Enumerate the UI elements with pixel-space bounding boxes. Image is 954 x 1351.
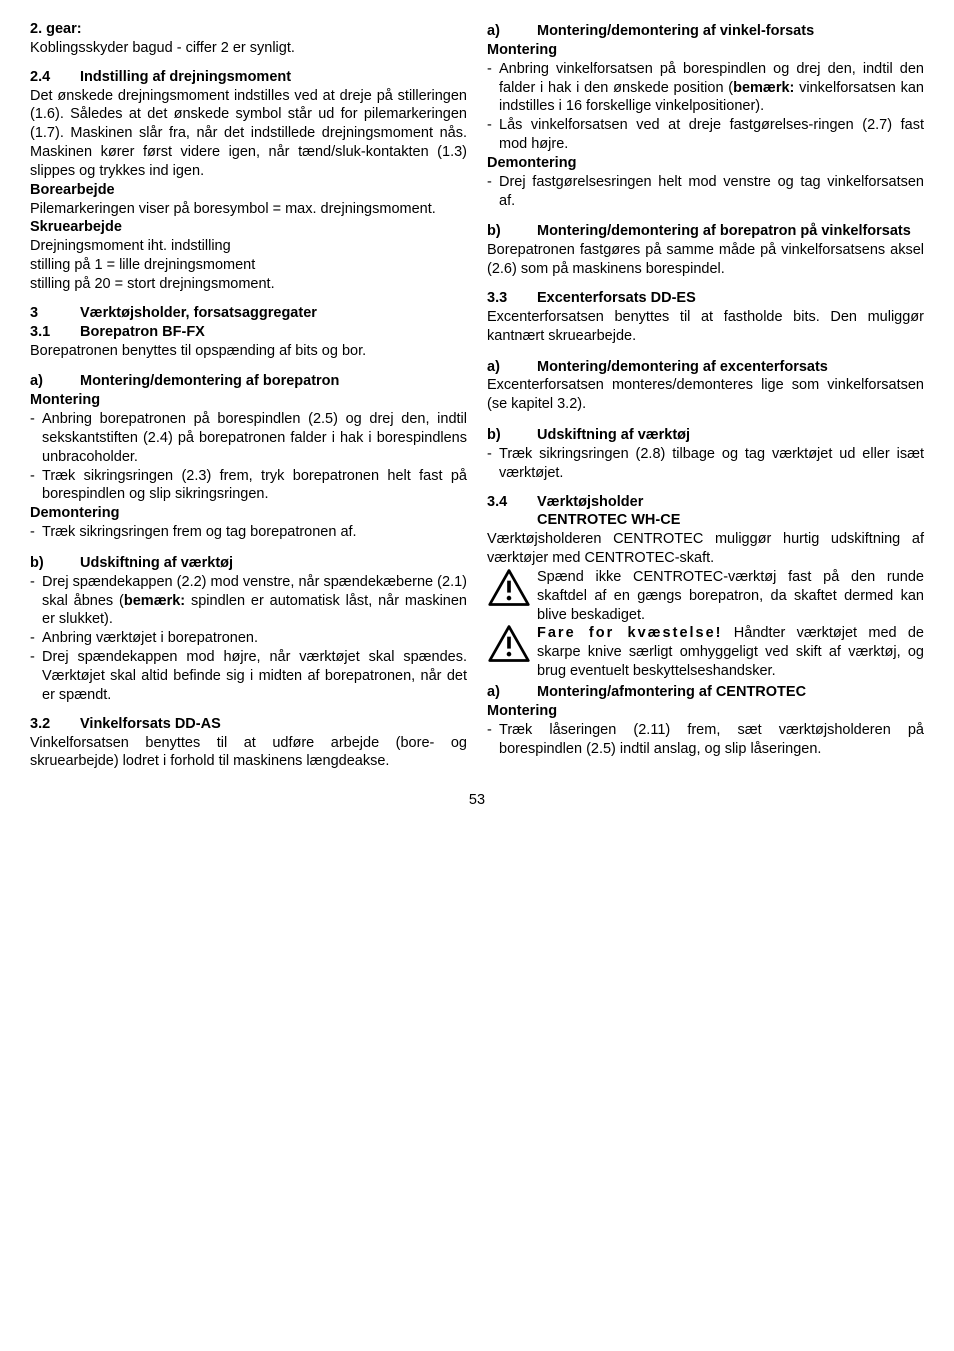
gear2-text: Koblingsskyder bagud - ciffer 2 er synli… — [30, 39, 467, 58]
list-item: - Træk sikringsringen frem og tag borepa… — [30, 523, 467, 542]
list-item: - Anbring borepatronen på borespindlen (… — [30, 410, 467, 467]
demontering-h-r: Demontering — [487, 154, 924, 173]
sub-a-32: a) Montering/demontering af vinkel-forsa… — [487, 22, 924, 41]
left-column: 2. gear: Koblingsskyder bagud - ciffer 2… — [30, 20, 467, 771]
warning-icon — [487, 568, 537, 614]
list-item: - Træk låseringen (2.11) frem, sæt værkt… — [487, 721, 924, 759]
sub-a-34: a) Montering/afmontering af CENTROTEC — [487, 683, 924, 702]
skrue-p2: stilling på 1 = lille drejningsmoment — [30, 256, 467, 275]
page-number: 53 — [30, 791, 924, 810]
p24: Det ønskede drejningsmoment indstilles v… — [30, 87, 467, 181]
list-item: - Anbring værktøjet i borepatronen. — [30, 629, 467, 648]
montering-h-r: Montering — [487, 41, 924, 60]
skrue-p1: Drejningsmoment iht. indstilling — [30, 237, 467, 256]
montering-h: Montering — [30, 391, 467, 410]
sub-b-31: b) Udskiftning af værktøj — [30, 554, 467, 573]
skrue-p3: stilling på 20 = stort drejningsmoment. — [30, 275, 467, 294]
p31: Borepatronen benyttes til opspænding af … — [30, 342, 467, 361]
sub-a-33: a) Montering/demontering af excenterfors… — [487, 358, 924, 377]
section-3-4-heading: 3.4 Værktøjsholder CENTROTEC WH-CE — [487, 493, 924, 531]
right-column: a) Montering/demontering af vinkel-forsa… — [487, 20, 924, 771]
sub-b-32: b) Montering/demontering af borepatron p… — [487, 222, 924, 241]
warning-icon — [487, 624, 537, 670]
p34: Værktøjsholderen CENTROTEC muliggør hurt… — [487, 530, 924, 568]
list-item: - Lås vinkelforsatsen ved at dreje fastg… — [487, 116, 924, 154]
list-item: - Anbring vinkelforsatsen på borespindle… — [487, 60, 924, 117]
p32: Vinkelforsatsen benyttes til at udføre a… — [30, 734, 467, 772]
section-3-3-heading: 3.3 Excenterforsats DD-ES — [487, 289, 924, 308]
p33: Excenterforsatsen benyttes til at fastho… — [487, 308, 924, 346]
list-item: - Drej spændekappen (2.2) mod venstre, n… — [30, 573, 467, 630]
section-3-1-heading: 3.1 Borepatron BF-FX — [30, 323, 467, 342]
borearbejde-p: Pilemarkeringen viser på boresymbol = ma… — [30, 200, 467, 219]
section-2-4-heading: 2.4 Indstilling af drejningsmoment — [30, 68, 467, 87]
gear2-heading: 2. gear: — [30, 20, 467, 39]
list-item: - Træk sikringsringen (2.8) tilbage og t… — [487, 445, 924, 483]
section-3-2-heading: 3.2 Vinkelforsats DD-AS — [30, 715, 467, 734]
sub-a-31: a) Montering/demontering af borepatron — [30, 372, 467, 391]
warning-2: Fare for kvæstelse! Håndter værktøjet me… — [487, 624, 924, 681]
sub-b-33: b) Udskiftning af værktøj — [487, 426, 924, 445]
list-item: - Drej spændekappen mod højre, når værkt… — [30, 648, 467, 705]
montering-34-h: Montering — [487, 702, 924, 721]
skrue-h: Skruearbejde — [30, 218, 467, 237]
a33-p: Excenterforsatsen monteres/demonteres li… — [487, 376, 924, 414]
warning-1: Spænd ikke CENTROTEC-værktøj fast på den… — [487, 568, 924, 625]
section-3-heading: 3 Værktøjsholder, forsatsaggregater — [30, 304, 467, 323]
list-item: - Drej fastgørelsesringen helt mod venst… — [487, 173, 924, 211]
list-item: - Træk sikringsringen (2.3) frem, tryk b… — [30, 467, 467, 505]
borearbejde-h: Borearbejde — [30, 181, 467, 200]
b32-p: Borepatronen fastgøres på samme måde på … — [487, 241, 924, 279]
demontering-h: Demontering — [30, 504, 467, 523]
